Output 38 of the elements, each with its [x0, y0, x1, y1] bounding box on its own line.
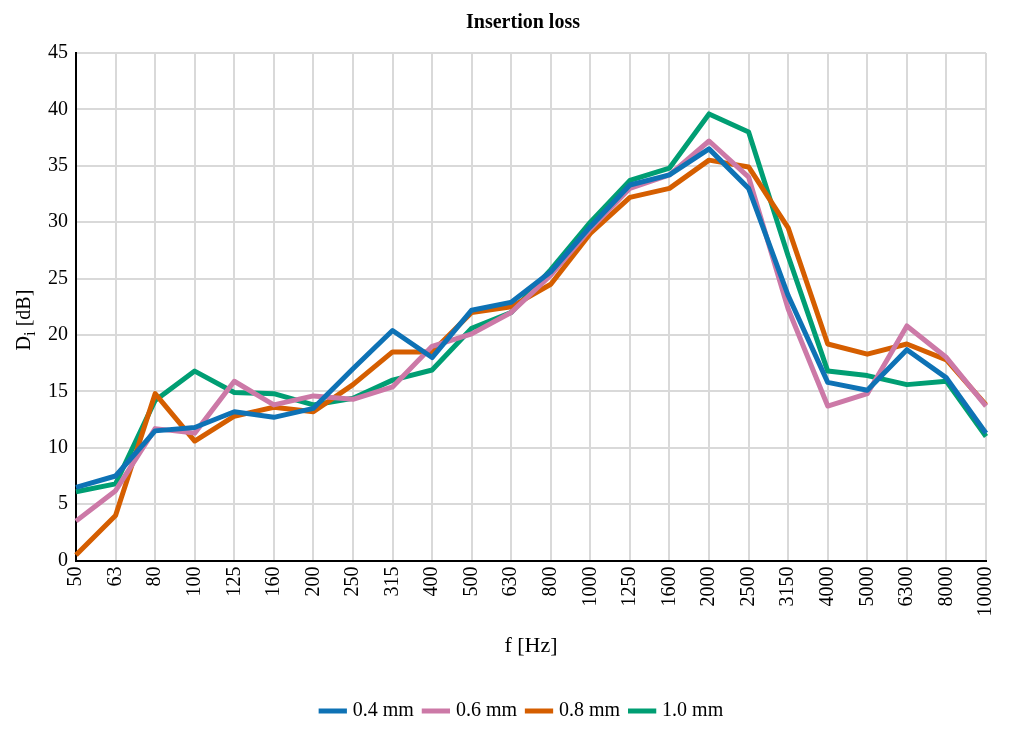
legend-label: 0.4 mm — [352, 698, 415, 721]
legend-label: 1.0 mm — [662, 698, 724, 721]
x-tick-label: 3150 — [775, 566, 798, 607]
x-tick-label: 1250 — [617, 566, 640, 607]
y-tick-label: 20 — [48, 322, 68, 345]
y-tick-label: 10 — [48, 435, 68, 458]
x-tick-label: 2500 — [735, 566, 758, 607]
y-tick-label: 15 — [48, 378, 68, 401]
x-tick-label: 63 — [102, 566, 125, 587]
x-tick-label: 250 — [340, 566, 363, 597]
y-tick-label: 35 — [48, 153, 68, 176]
x-tick-label: 500 — [458, 566, 481, 597]
x-tick-label: 80 — [142, 566, 165, 587]
x-tick-label: 400 — [419, 566, 442, 597]
x-tick-label: 10000 — [973, 566, 996, 617]
x-tick-label: 630 — [498, 566, 521, 597]
x-tick-label: 2000 — [696, 566, 719, 607]
x-tick-label: 315 — [379, 566, 402, 597]
y-tick-label: 5 — [58, 491, 68, 514]
x-tick-label: 6300 — [894, 566, 917, 607]
y-tick-label: 45 — [48, 40, 68, 63]
x-tick-label: 5000 — [854, 566, 877, 607]
x-tick-label: 100 — [181, 566, 204, 597]
legend-label: 0.8 mm — [559, 698, 621, 721]
x-tick-label: 8000 — [933, 566, 956, 607]
x-axis-title: f [Hz] — [504, 631, 558, 657]
x-tick-label: 1600 — [656, 566, 679, 607]
x-tick-label: 800 — [538, 566, 561, 597]
y-tick-label: 25 — [48, 265, 68, 288]
x-tick-label: 125 — [221, 566, 244, 597]
x-tick-label: 160 — [261, 566, 284, 597]
chart-title: Insertion loss — [466, 10, 581, 33]
x-tick-label: 200 — [300, 566, 323, 597]
x-tick-label: 1000 — [577, 566, 600, 607]
legend-label: 0.6 mm — [455, 698, 518, 721]
y-tick-label: 40 — [48, 96, 68, 119]
y-tick-label: 30 — [48, 209, 68, 232]
x-tick-label: 4000 — [814, 566, 837, 607]
